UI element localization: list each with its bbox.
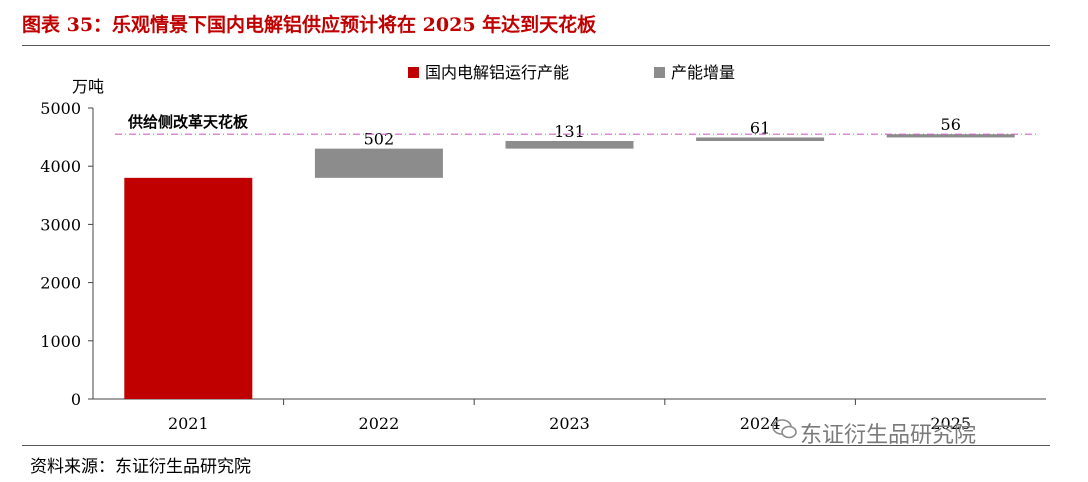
x-tick-label: 2023 (549, 414, 590, 433)
y-tick-label: 0 (71, 390, 81, 409)
x-tick-label: 2025 (930, 414, 971, 433)
increment-data-label: 131 (554, 122, 585, 141)
figure-title: 图表 35：乐观情景下国内电解铝供应预计将在 2025 年达到天花板 (22, 14, 597, 36)
legend-swatch (654, 67, 665, 78)
y-tick-label: 5000 (40, 99, 81, 118)
axes: 0 1000 2000 3000 4000 5000 2021 2022 2023 2024 202… (40, 99, 1046, 433)
x-tick-label: 2021 (168, 414, 209, 433)
legend-label: 国内电解铝运行产能 (425, 63, 569, 82)
increment-bar (696, 137, 825, 141)
reference-line-group: 供给侧改革天花板 (115, 113, 1036, 135)
bars: 502 131 61 56 (124, 115, 1015, 399)
y-axis-unit: 万吨 (72, 77, 104, 96)
legend: 国内电解铝运行产能 产能增量 (408, 63, 735, 82)
x-tick-label: 2022 (359, 414, 400, 433)
legend-swatch (408, 67, 419, 78)
increment-data-label: 56 (941, 115, 961, 134)
y-tick-label: 2000 (40, 274, 81, 293)
increment-data-label: 61 (750, 118, 770, 137)
y-tick-label: 3000 (40, 215, 81, 234)
increment-bar (505, 140, 634, 149)
legend-label: 产能增量 (671, 63, 735, 82)
increment-bar (314, 148, 443, 178)
wechat-icon (772, 419, 797, 439)
ceiling-label: 供给侧改革天花板 (127, 113, 249, 131)
capacity-bar (124, 177, 253, 399)
top-rule (22, 45, 1050, 46)
waterfall-chart: 国内电解铝运行产能 产能增量 万吨 0 1000 2000 3000 4000 5000 20… (40, 63, 1046, 433)
watermark: 东证衍生品研究院 (800, 423, 977, 448)
y-tick-label: 1000 (40, 332, 81, 351)
increment-data-label: 502 (364, 130, 395, 149)
source-note: 资料来源：东证衍生品研究院 (30, 457, 251, 477)
y-tick-label: 4000 (40, 157, 81, 176)
x-tick-label: 2024 (740, 414, 781, 433)
bottom-rule (22, 445, 1050, 446)
increment-bar (886, 134, 1015, 138)
